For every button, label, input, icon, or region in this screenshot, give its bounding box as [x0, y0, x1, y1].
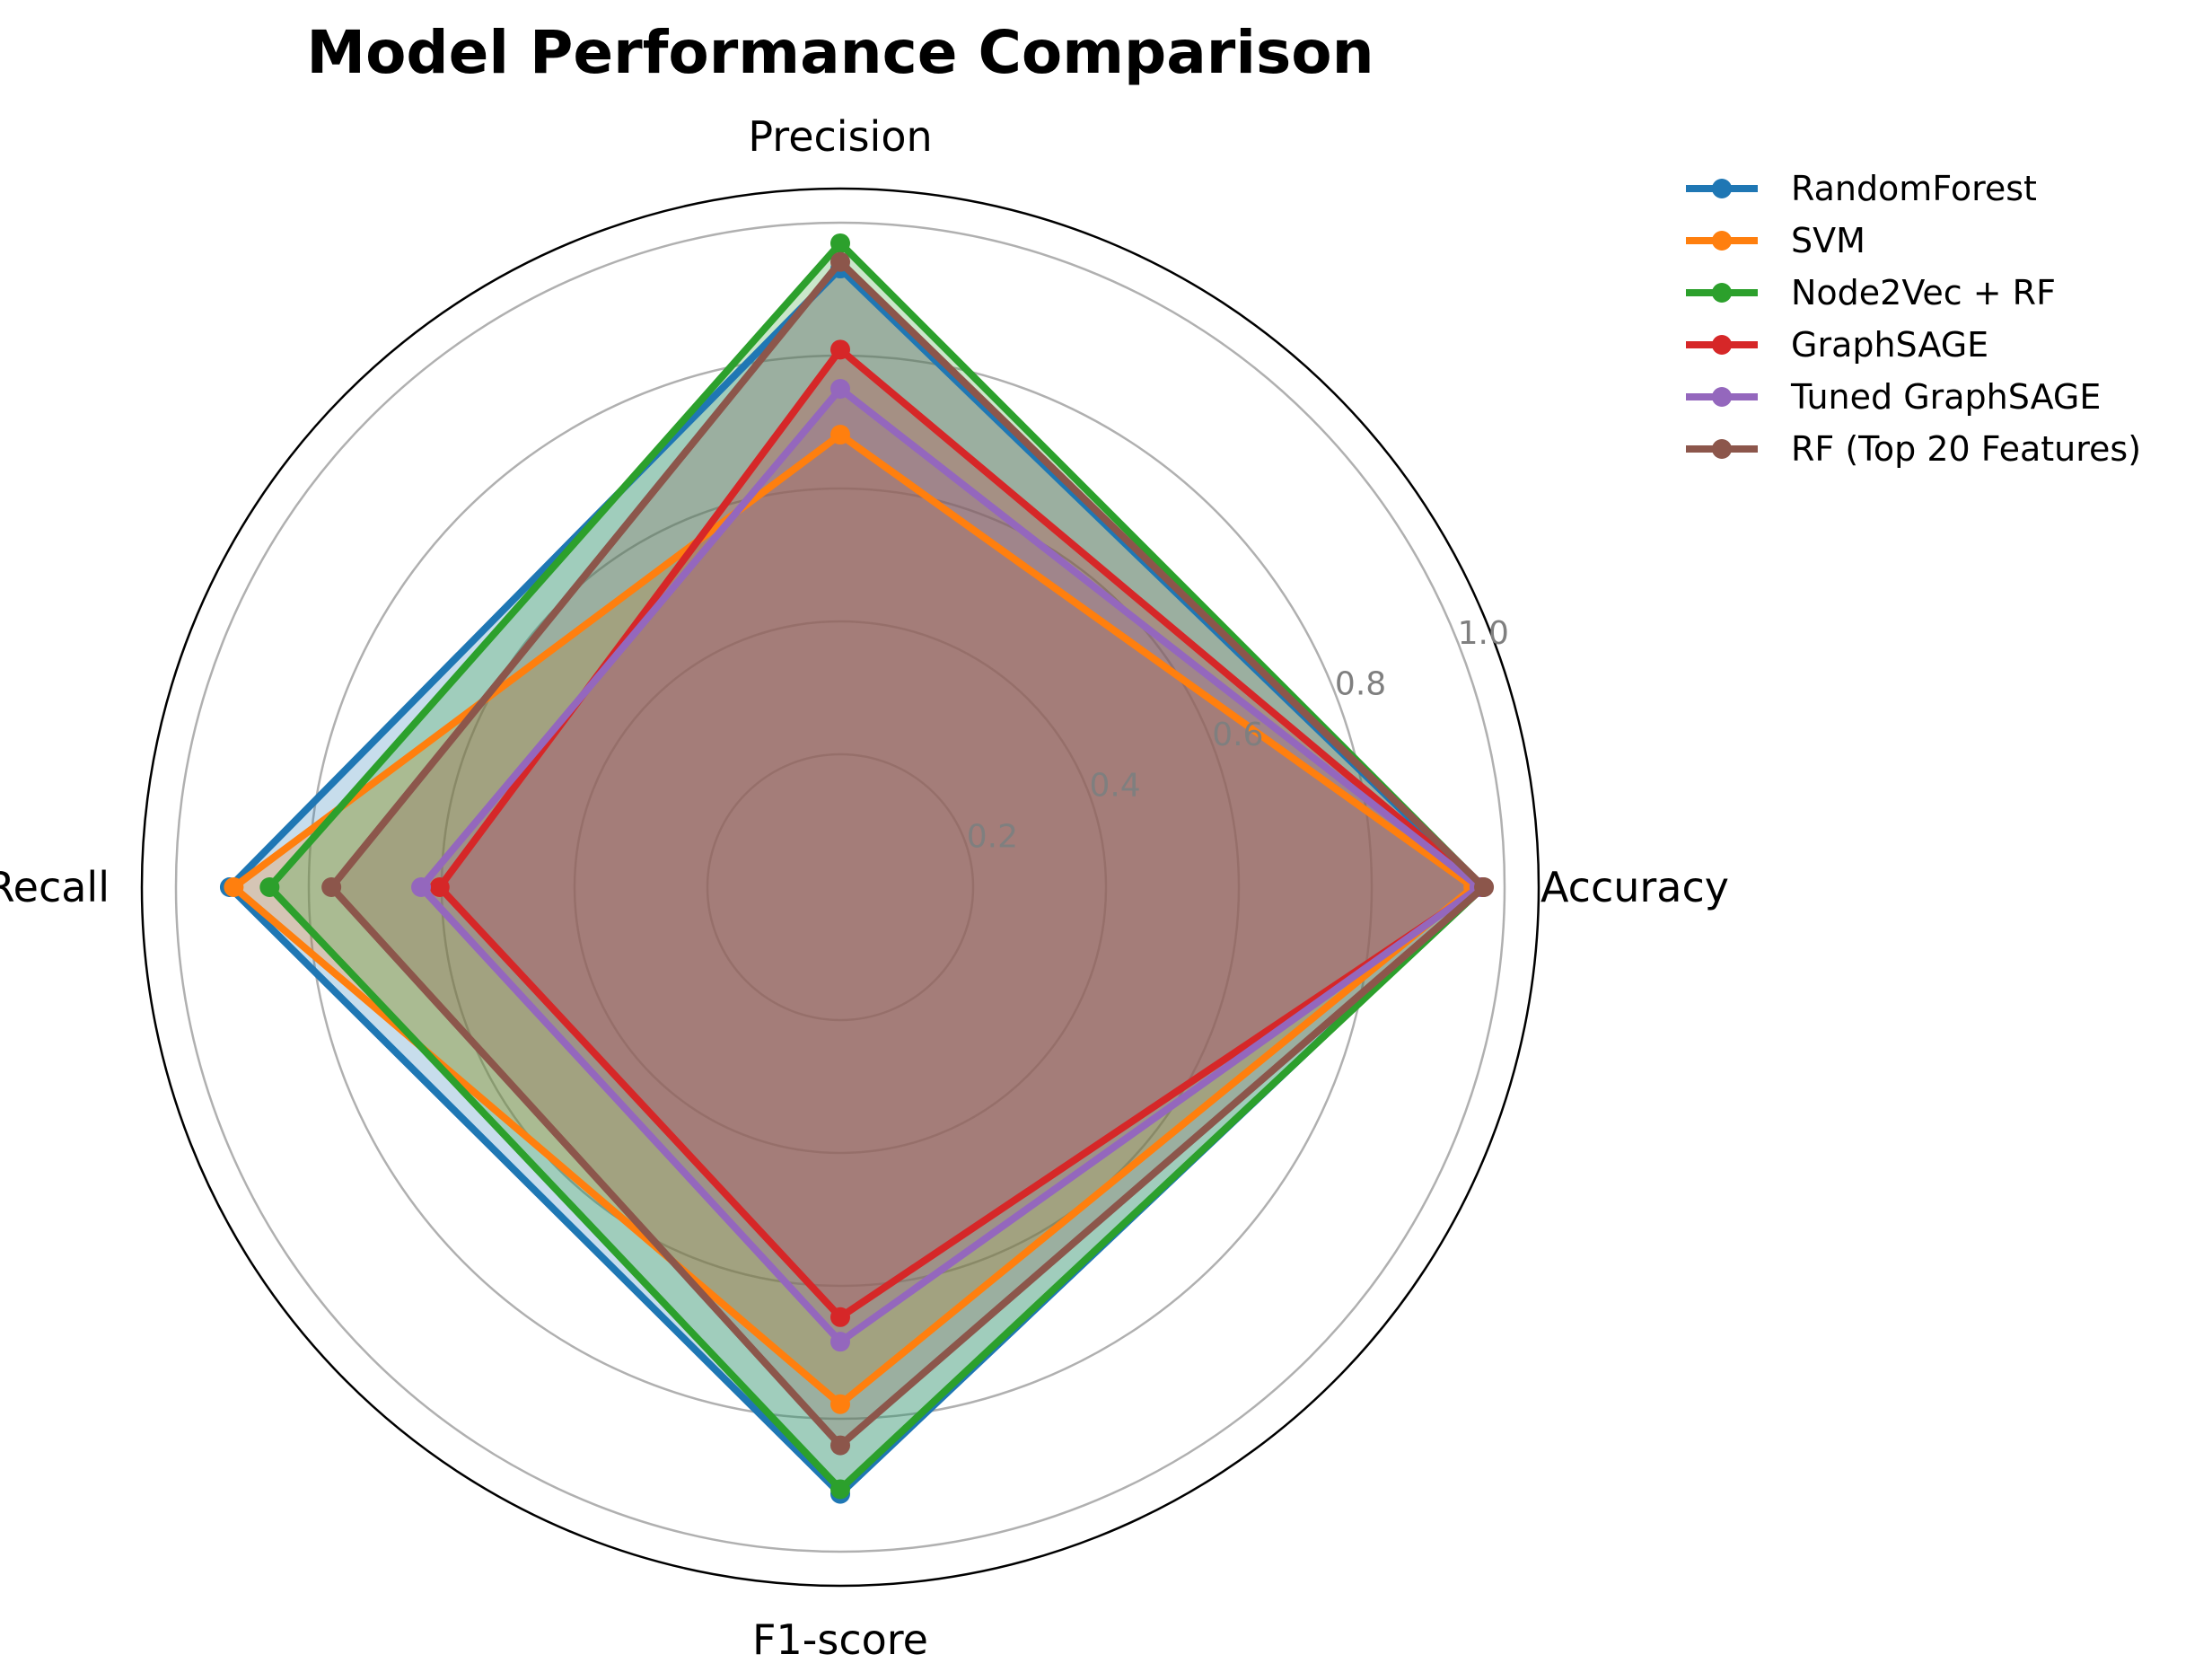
grid-layer	[140, 187, 1540, 1588]
series-point-3-1	[830, 339, 850, 360]
axis-label-layer: Accuracy Precision Recall F1-score	[0, 112, 1729, 1664]
series-point-1-1	[830, 425, 850, 445]
axis-label-precision: Precision	[748, 112, 932, 161]
series-fill-4	[421, 389, 1479, 1342]
series-point-5-3	[830, 1435, 850, 1456]
r-tick-label-3: 0.8	[1335, 665, 1386, 702]
series-point-3-3	[830, 1307, 850, 1327]
r-tick-label-0: 0.2	[967, 818, 1018, 855]
legend-label-4: Tuned GraphSAGE	[1790, 377, 2101, 417]
series-point-2-3	[830, 1479, 850, 1500]
legend-label-2: Node2Vec + RF	[1791, 273, 2056, 312]
axis-label-recall: Recall	[0, 863, 110, 911]
legend-marker-3	[1712, 335, 1732, 355]
r-tick-label-2: 0.6	[1212, 717, 1263, 753]
series-fill-3	[439, 349, 1482, 1317]
series-fill-5	[331, 261, 1485, 1446]
legend-marker-2	[1712, 283, 1732, 303]
legend-marker-0	[1712, 179, 1732, 198]
series-point-5-1	[830, 251, 850, 272]
r-tick-label-1: 0.4	[1089, 768, 1140, 805]
series-point-3-2	[429, 877, 450, 897]
chart-title: Model Performance Comparison	[306, 18, 1374, 87]
series-point-2-2	[259, 877, 280, 897]
r-tick-label-4: 1.0	[1458, 615, 1509, 652]
legend-label-0: RandomForest	[1791, 169, 2037, 208]
grid-circle-1	[573, 620, 1108, 1155]
legend-label-1: SVM	[1791, 221, 1865, 260]
polar-frame	[140, 187, 1540, 1588]
legend-label-5: RF (Top 20 Features)	[1791, 429, 2141, 469]
axis-label-accuracy: Accuracy	[1540, 863, 1729, 911]
series-point-1-2	[224, 877, 244, 897]
legend-marker-5	[1712, 439, 1732, 459]
tick-layer: 0.2 0.4 0.6 0.8 1.0	[967, 615, 1509, 856]
axis-label-f1-score: F1-score	[752, 1615, 928, 1664]
legend-label-3: GraphSAGE	[1791, 325, 1988, 365]
series-layer	[219, 233, 1495, 1504]
series-point-4-2	[411, 877, 432, 897]
series-point-1-3	[830, 1394, 850, 1414]
grid-circle-0	[706, 752, 975, 1022]
legend: RandomForest SVM Node2Vec + RF GraphSAGE Tun…	[1686, 169, 2141, 469]
series-fill-1	[233, 435, 1474, 1404]
series-point-4-3	[830, 1332, 850, 1352]
series-point-5-0	[1474, 877, 1495, 897]
series-point-5-2	[321, 877, 342, 897]
series-point-4-1	[830, 379, 850, 399]
series-point-2-1	[830, 233, 850, 253]
grid-circle-4	[174, 221, 1506, 1553]
legend-marker-1	[1712, 231, 1732, 251]
legend-marker-4	[1712, 387, 1732, 407]
